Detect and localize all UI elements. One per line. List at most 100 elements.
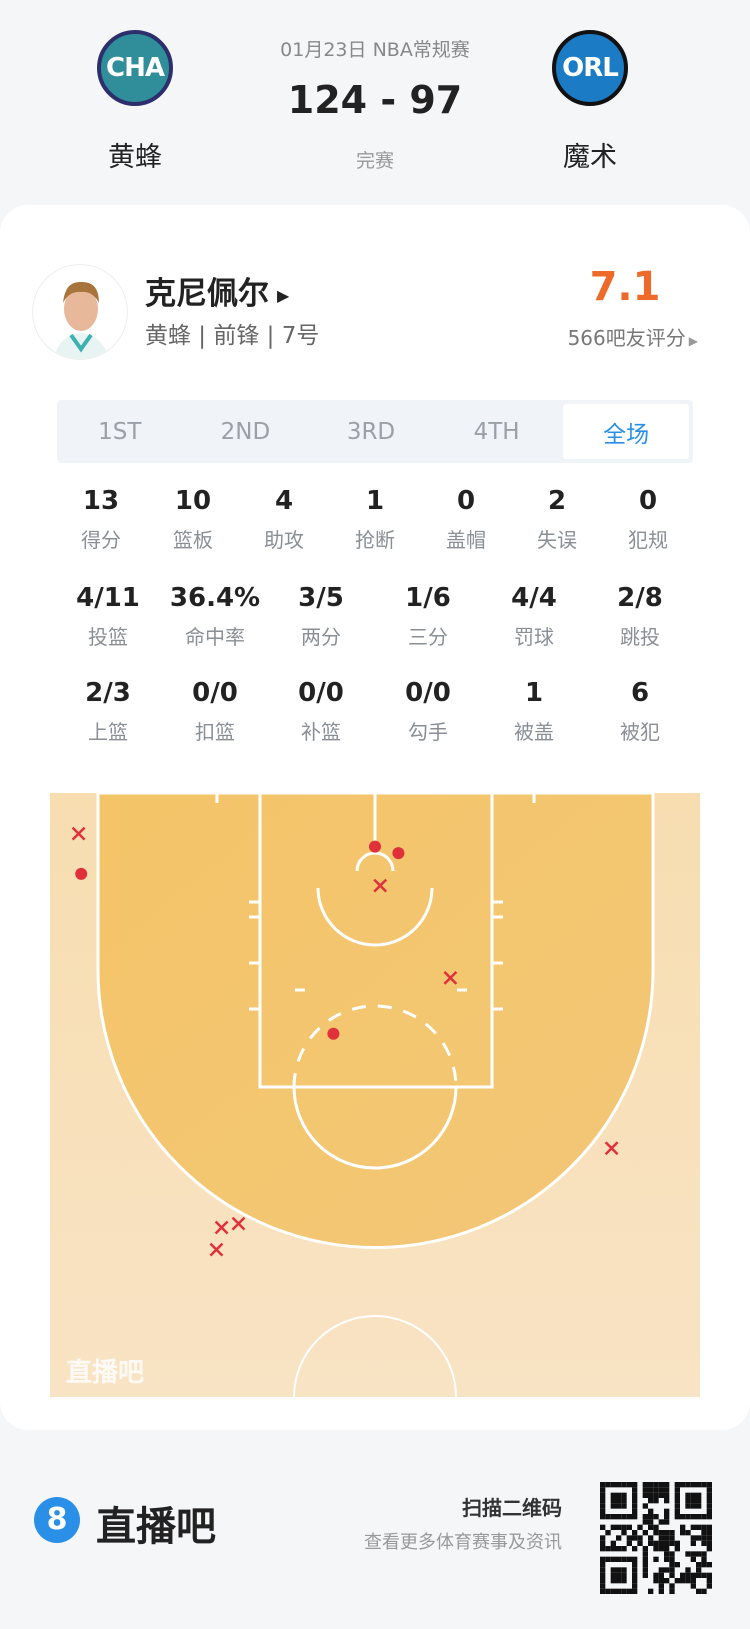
stat-item: 36.4% 命中率 <box>160 583 270 650</box>
stat-value: 2/8 <box>617 583 663 613</box>
stat-label: 得分 <box>81 528 121 552</box>
free-throw-circle-top <box>292 1004 458 1088</box>
tab-full-game[interactable]: 全场 <box>563 404 689 459</box>
stat-value: 6 <box>630 678 650 708</box>
tab-3rd[interactable]: 3RD <box>346 418 396 445</box>
paint-lane <box>258 793 494 1089</box>
stat-value: 4 <box>274 486 294 516</box>
rating-link[interactable]: 566吧友评分 ▶ <box>540 322 710 351</box>
game-date-league: 01月23日 NBA常规赛 <box>280 39 470 61</box>
home-team-abbr: CHA <box>106 53 165 83</box>
stat-value: 4/4 <box>511 583 557 613</box>
stat-item: 0/0 补篮 <box>266 678 376 745</box>
stat-item: 3/5 两分 <box>266 583 376 650</box>
stat-item: 0/0 勾手 <box>373 678 483 745</box>
stat-value: 10 <box>174 486 212 516</box>
stat-label: 篮板 <box>173 528 213 552</box>
shot-missed-marker <box>373 878 388 893</box>
player-name[interactable]: 克尼佩尔 ▶ <box>145 268 289 313</box>
stat-value: 0 <box>456 486 476 516</box>
home-team-name[interactable]: 黄蜂 <box>108 142 162 173</box>
caret-right-icon: ▶ <box>277 286 290 305</box>
stat-label: 勾手 <box>408 720 448 744</box>
tab-1st[interactable]: 1ST <box>98 418 142 445</box>
shot-missed-marker <box>604 1141 619 1156</box>
stat-label: 罚球 <box>514 625 554 649</box>
caret-right-icon: ▶ <box>688 334 698 348</box>
qr-code-icon <box>600 1482 712 1594</box>
stat-item: 0 犯规 <box>593 486 703 553</box>
player-rating: 7.1 <box>589 264 661 310</box>
stat-value: 1 <box>524 678 544 708</box>
restricted-arc <box>355 851 395 872</box>
shot-chart: 直播吧 <box>50 791 700 1398</box>
stat-label: 跳投 <box>620 625 660 649</box>
brand-name: 直播吧 <box>96 1504 216 1550</box>
tab-4th[interactable]: 4TH <box>473 418 520 445</box>
stat-item: 10 篮板 <box>138 486 248 553</box>
stat-value: 3/5 <box>298 583 344 613</box>
shot-made-marker <box>369 840 381 853</box>
stat-value: 2/3 <box>85 678 131 708</box>
player-avatar[interactable] <box>32 264 128 360</box>
away-team-logo[interactable]: ORL <box>552 30 628 106</box>
shot-missed-marker <box>214 1220 229 1235</box>
rim-semicircle <box>316 887 434 947</box>
court-svg: 直播吧 <box>50 791 700 1398</box>
tab-2nd[interactable]: 2ND <box>220 418 271 445</box>
stat-item: 1/6 三分 <box>373 583 483 650</box>
shot-missed-marker <box>231 1216 246 1231</box>
away-team-name[interactable]: 魔术 <box>563 142 617 173</box>
three-point-line <box>96 791 655 1249</box>
final-score: 124 - 97 <box>287 78 463 122</box>
player-name-text: 克尼佩尔 <box>145 276 269 312</box>
stat-item: 1 抢断 <box>320 486 430 553</box>
center-circle <box>293 1315 457 1398</box>
stat-value: 4/11 <box>76 583 140 613</box>
shot-missed-marker <box>443 971 458 985</box>
stat-item: 1 被盖 <box>479 678 589 745</box>
stat-label: 失误 <box>537 528 577 552</box>
stat-label: 被犯 <box>620 720 660 744</box>
stat-label: 上篮 <box>88 720 128 744</box>
stat-value: 0/0 <box>405 678 451 708</box>
stat-label: 犯规 <box>628 528 668 552</box>
stat-value: 0 <box>638 486 658 516</box>
stat-item: 13 得分 <box>46 486 156 553</box>
baseline-ticks <box>215 793 536 803</box>
scan-subtitle: 查看更多体育赛事及资讯 <box>364 1532 562 1553</box>
brand-logo-icon: 8 <box>34 1497 80 1543</box>
watermark-logo: 直播吧 <box>66 1358 144 1388</box>
stat-label: 命中率 <box>185 625 245 649</box>
stat-label: 投篮 <box>88 625 128 649</box>
stat-value: 36.4% <box>169 583 261 613</box>
stat-item: 2/3 上篮 <box>53 678 163 745</box>
stat-label: 两分 <box>301 625 341 649</box>
scan-title: 扫描二维码 <box>462 1496 562 1520</box>
stat-value: 13 <box>82 486 120 516</box>
stat-label: 助攻 <box>264 528 304 552</box>
free-throw-circle-bottom <box>292 1086 458 1170</box>
stat-value: 1/6 <box>405 583 451 613</box>
stat-item: 4/4 罚球 <box>479 583 589 650</box>
stat-label: 抢断 <box>355 528 395 552</box>
shot-missed-marker <box>209 1242 224 1257</box>
rating-label: 566吧友评分 <box>567 326 686 350</box>
lane-hash-marks <box>249 900 503 1011</box>
stat-item: 6 被犯 <box>585 678 695 745</box>
stat-item: 0 盖帽 <box>411 486 521 553</box>
game-status: 完赛 <box>355 150 394 172</box>
player-photo-icon <box>53 281 109 359</box>
stat-item: 4 助攻 <box>229 486 339 553</box>
shot-made-marker <box>75 867 88 880</box>
stat-label: 三分 <box>408 625 448 649</box>
shot-missed-marker <box>71 826 86 841</box>
stat-item: 0/0 扣篮 <box>160 678 270 745</box>
stat-label: 补篮 <box>301 720 341 744</box>
home-team-logo[interactable]: CHA <box>97 30 173 106</box>
stat-label: 被盖 <box>514 720 554 744</box>
stat-value: 0/0 <box>298 678 344 708</box>
qr-code[interactable] <box>600 1482 712 1594</box>
stat-value: 2 <box>547 486 567 516</box>
period-tabs: 1ST 2ND 3RD 4TH 全场 <box>57 400 693 463</box>
